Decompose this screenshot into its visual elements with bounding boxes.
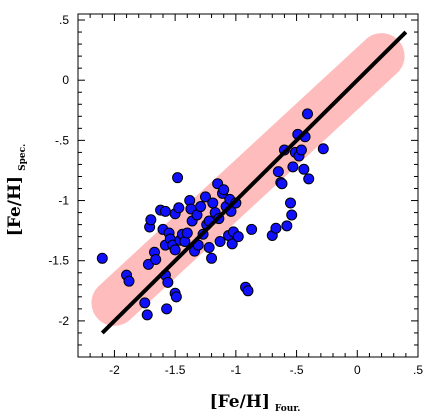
data-point (161, 303, 173, 315)
x-tick-label: .5 (413, 363, 423, 377)
data-point (150, 254, 162, 266)
y-tick-label: .5 (59, 13, 69, 27)
data-point (287, 161, 299, 173)
data-point (195, 201, 207, 213)
data-point (173, 202, 185, 214)
data-point (145, 214, 157, 226)
data-point (302, 108, 313, 120)
data-point (246, 223, 258, 235)
data-point (214, 235, 226, 247)
data-point (123, 275, 135, 287)
data-point (242, 285, 254, 297)
y-tick-label: -2 (58, 314, 69, 328)
y-tick-label: -.5 (55, 133, 69, 147)
data-point (162, 276, 174, 288)
y-axis-title: [Fe/H]Spec. (5, 144, 28, 236)
y-tick-label: 0 (62, 73, 69, 87)
x-tick-label: -2 (109, 363, 120, 377)
data-point (206, 252, 218, 264)
data-point (200, 191, 211, 203)
data-point (181, 227, 193, 239)
x-tick-label: -.5 (290, 363, 304, 377)
data-point (285, 197, 296, 209)
data-point (317, 143, 329, 155)
x-tick-label: 0 (354, 363, 361, 377)
data-point (295, 144, 307, 156)
data-point (207, 197, 219, 209)
data-point (286, 209, 298, 221)
data-point (298, 163, 310, 175)
data-point (169, 244, 181, 256)
data-point (270, 222, 282, 234)
x-tick-label: -1.5 (165, 363, 186, 377)
data-point (159, 205, 171, 217)
data-point (276, 178, 288, 190)
data-point (172, 172, 184, 184)
data-point (139, 297, 151, 309)
data-point (141, 309, 153, 321)
y-tick-label: -1.5 (48, 254, 69, 268)
data-point (281, 220, 293, 232)
x-axis-title: [Fe/H] Four. (210, 392, 301, 414)
data-point (272, 166, 284, 178)
data-point (303, 173, 315, 185)
data-point (218, 184, 230, 196)
data-point (96, 252, 108, 264)
data-point (170, 291, 182, 303)
one-to-one-line (100, 30, 408, 335)
data-point (232, 231, 244, 243)
x-tick-label: -1 (231, 363, 242, 377)
y-tick-label: -1 (58, 194, 69, 208)
data-point (226, 238, 238, 250)
data-point (203, 241, 215, 253)
